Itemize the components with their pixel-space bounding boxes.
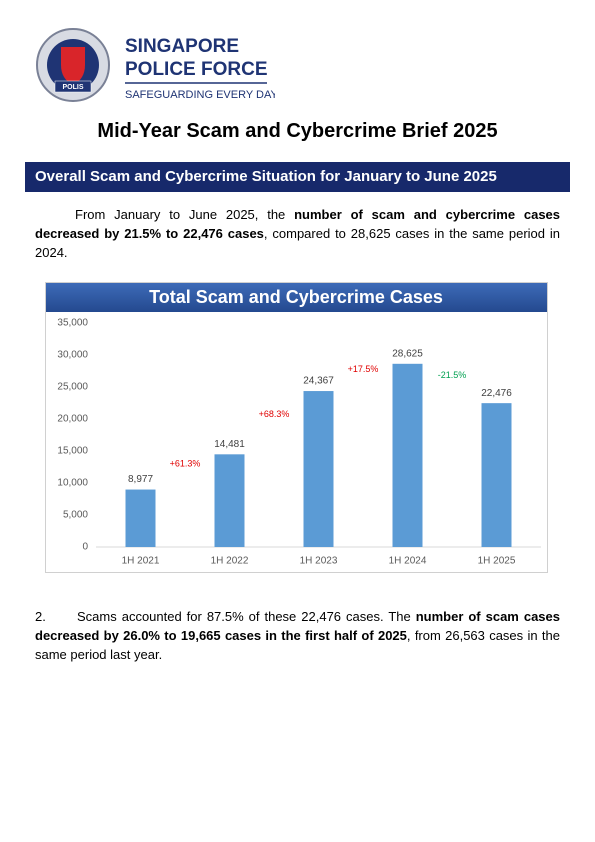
y-tick-label: 10,000 [57,478,88,489]
x-tick-label: 1H 2024 [389,556,427,567]
chart-title-bar [46,283,547,312]
paragraph: 2. Scams accounted for 87.5% of these 22,… [35,607,560,664]
text-run: number of scam and cybercrime cases decr… [35,207,561,241]
value-label: 8,977 [128,474,153,485]
text-run: , from 26,563 cases in the same period l… [35,628,560,662]
change-annotation: +68.3% [259,409,290,419]
value-label: 24,367 [303,376,334,387]
value-label: 22,476 [481,388,512,399]
y-tick-label: 25,000 [57,382,88,393]
bar [303,391,334,547]
x-tick-label: 1H 2025 [478,556,516,567]
change-annotation: +17.5% [348,364,379,374]
badge-ribbon [54,80,92,93]
x-tick-label: 1H 2023 [300,556,338,567]
badge-text: POLIS [62,84,83,91]
section-heading: Overall Scam and Cybercrime Situation fo… [25,162,570,192]
tagline: SAFEGUARDING EVERY DAY [125,89,275,101]
org-name: SINGAPORE [125,36,239,57]
logo: POLIS SINGAPORE POLICE FORCE SAFEGUARDIN… [36,28,275,102]
bar [214,454,245,547]
bar [392,363,423,547]
paragraph-number: 2. [35,609,46,624]
bar [125,489,156,547]
bar [481,403,512,547]
y-tick-label: 0 [82,542,88,553]
text-run: number of scam cases decreased by 26.0% … [35,609,560,643]
text-run: , compared to 28,625 cases in the same p… [35,226,560,260]
value-label: 28,625 [392,348,423,359]
shield [61,47,85,85]
paragraph: From January to June 2025, the number of… [35,205,560,262]
y-tick-label: 5,000 [63,510,88,521]
chart: Total Scam and Cybercrime Cases 0 5,000 10… [46,283,547,567]
text-run: From January to June 2025, the [75,207,295,222]
y-tick-label: 20,000 [57,414,88,425]
text-run: Scams accounted for 87.5% of these 22,47… [77,609,416,624]
change-annotation: -21.5% [438,370,467,380]
chart-frame: Total Scam and Cybercrime Cases 0 5,000 10… [45,282,548,573]
y-tick-label: 35,000 [57,318,88,329]
title: Mid-Year Scam and Cybercrime Brief 2025 [97,120,498,142]
value-label: 14,481 [214,439,245,450]
x-tick-label: 1H 2021 [122,556,160,567]
x-tick-label: 1H 2022 [211,556,249,567]
change-annotation: +61.3% [170,458,201,468]
y-tick-label: 15,000 [57,446,88,457]
y-tick-label: 30,000 [57,350,88,361]
org-name: POLICE FORCE [125,59,268,80]
chart-title: Total Scam and Cybercrime Cases [149,287,443,307]
